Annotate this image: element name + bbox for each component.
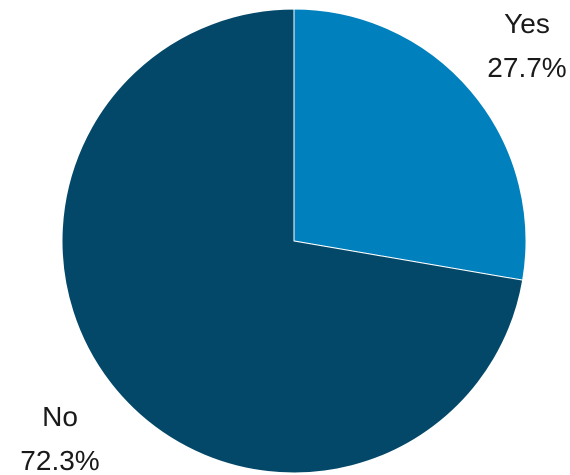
pie-labels: Yes 27.7% No 72.3% xyxy=(20,8,566,475)
slice-value-yes: 27.7% xyxy=(487,52,566,83)
slice-label-no: No xyxy=(42,401,78,432)
pie-slice-yes xyxy=(293,8,527,281)
slice-value-no: 72.3% xyxy=(20,445,99,475)
slice-label-yes: Yes xyxy=(504,8,550,39)
pie-slice-no xyxy=(61,8,524,474)
pie-slices xyxy=(61,8,527,474)
